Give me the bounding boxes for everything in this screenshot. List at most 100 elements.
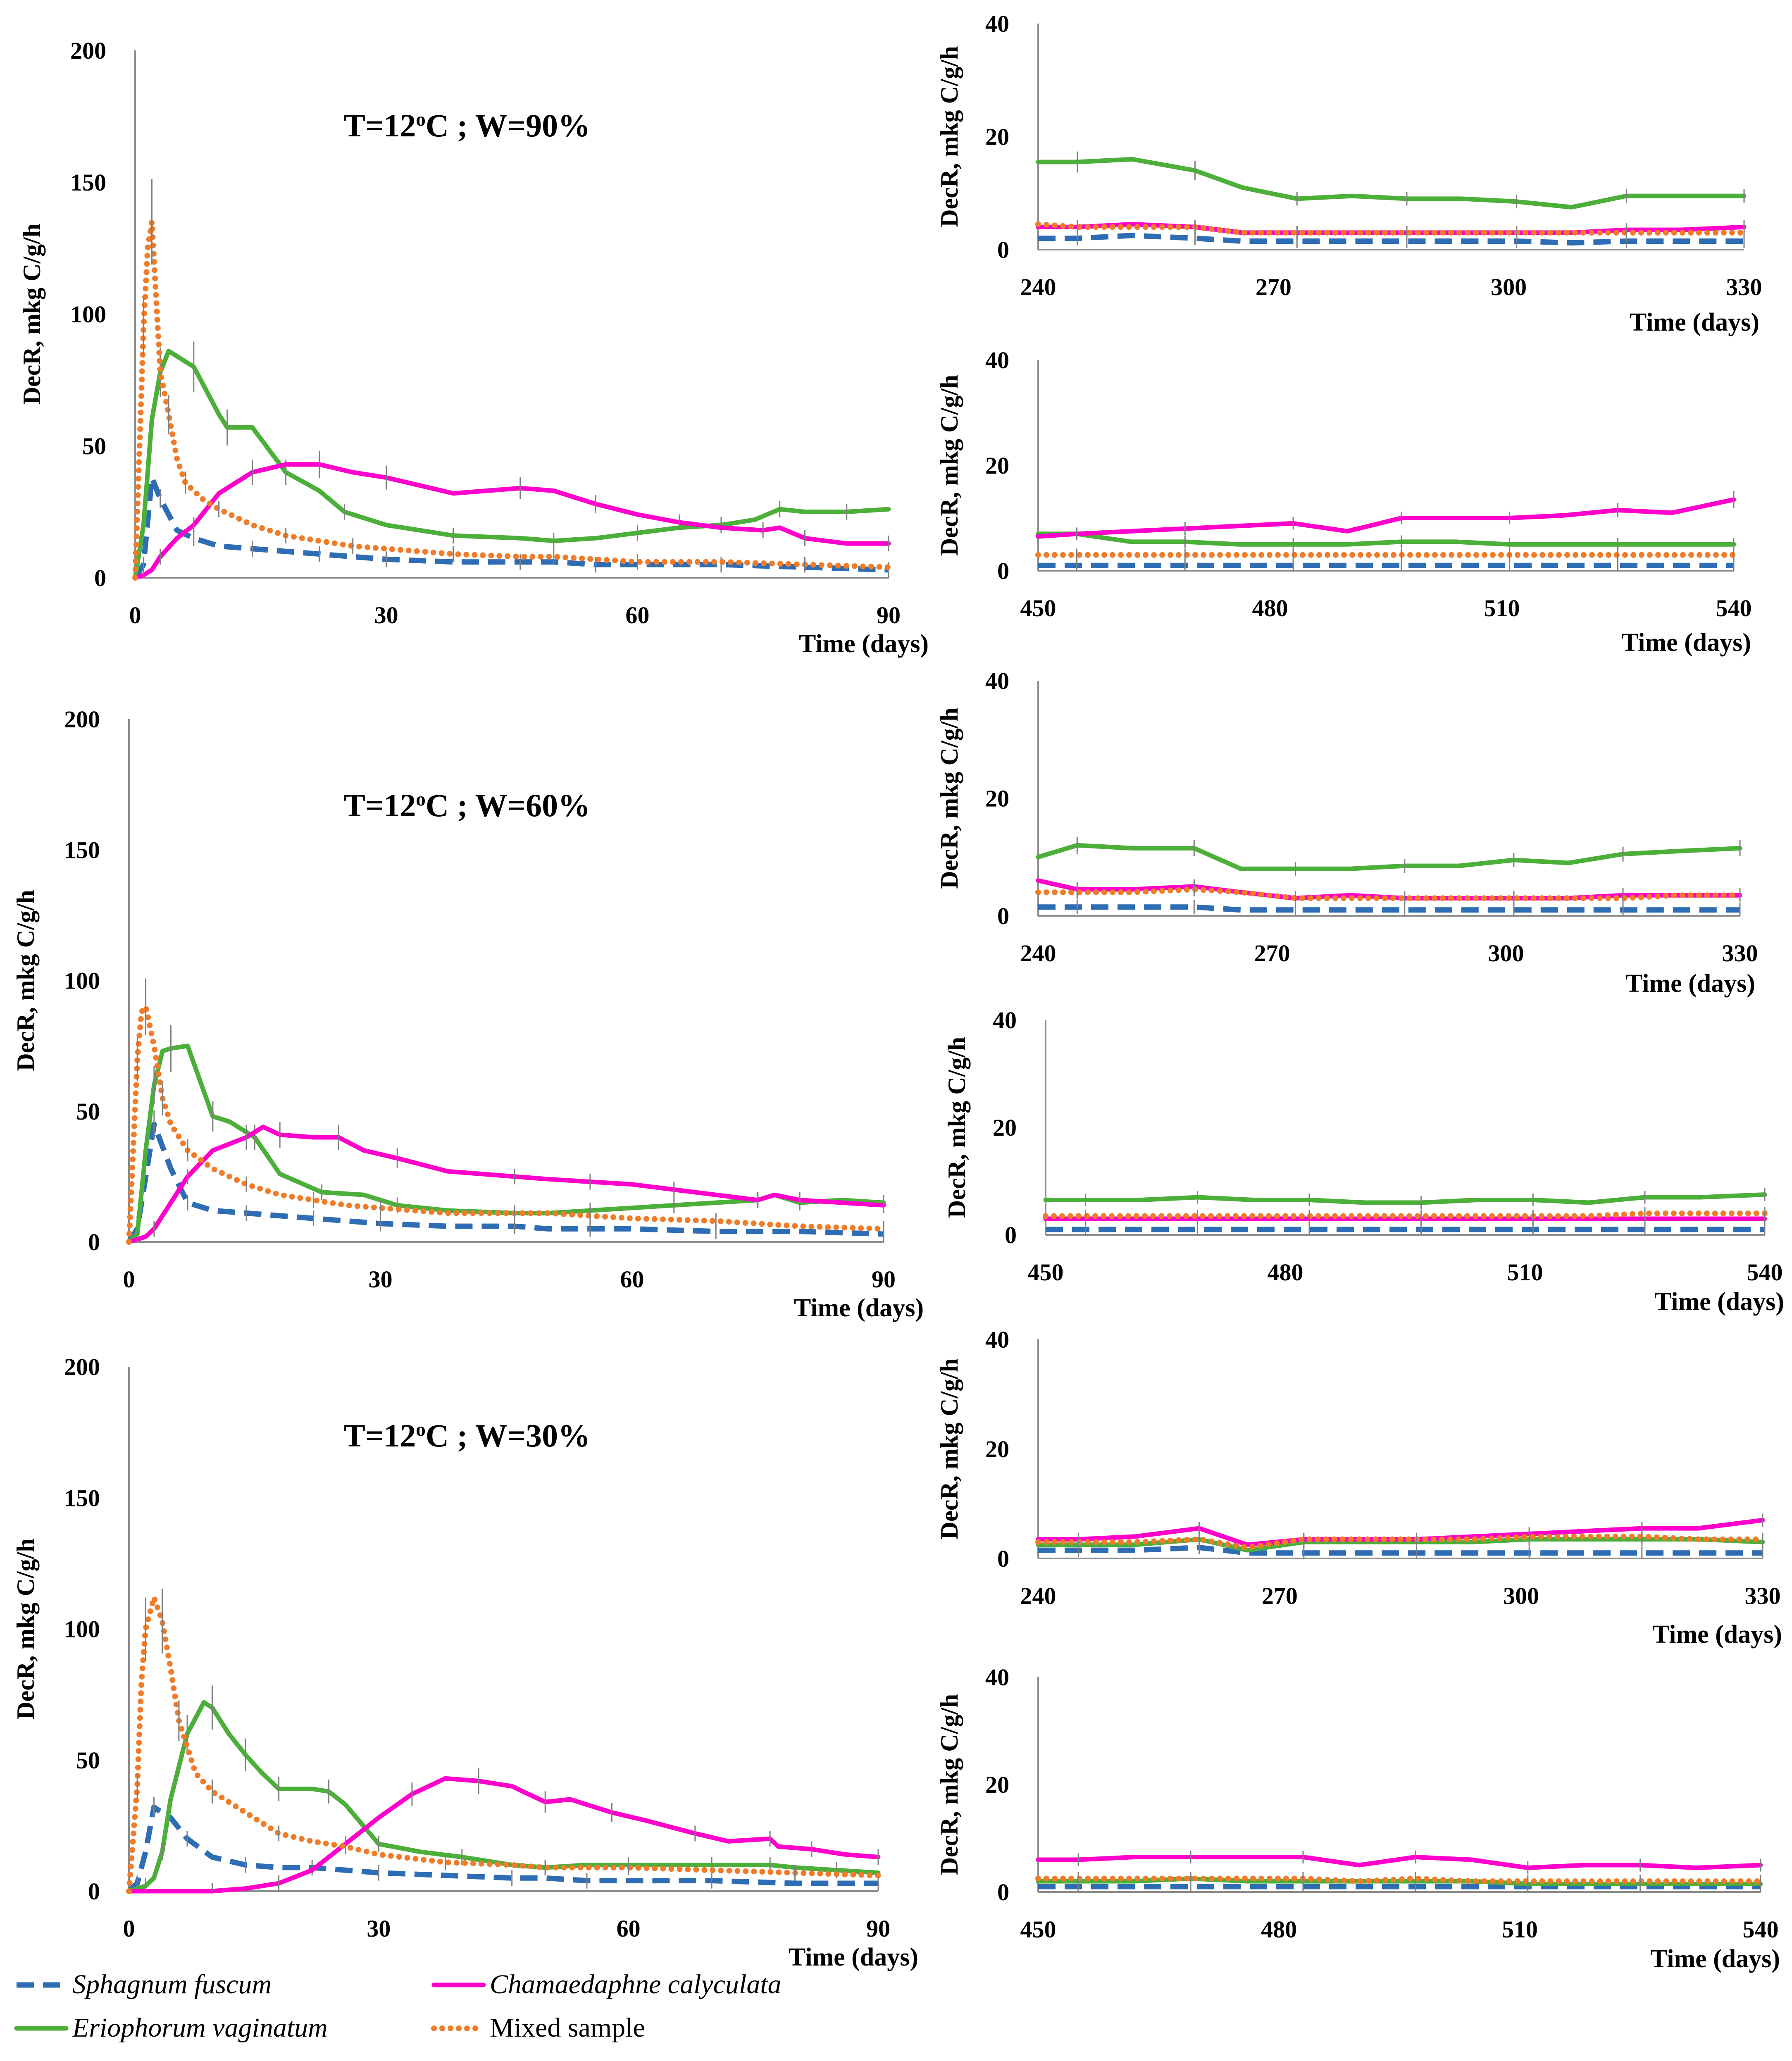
y-tick-label: 0 <box>1005 1222 1017 1249</box>
series-line-sphagnum <box>1038 233 1744 246</box>
y-tick-label: 0 <box>997 1879 1009 1906</box>
chart-R5: 0 20 40 240 270 300 330 DecR, mkg C/g/h Time (da… <box>936 1326 1782 1649</box>
y-tick-label: 20 <box>985 1436 1009 1463</box>
chart-R3: 0 20 40 240 270 300 330 DecR, mkg C/g/h Time (da… <box>936 667 1758 998</box>
x-tick-label: 240 <box>1020 940 1056 967</box>
x-tick-label: 90 <box>872 1266 896 1293</box>
y-axis-label: DecR, mkg C/g/h <box>936 46 963 227</box>
x-tick-label: 450 <box>1020 1916 1056 1943</box>
x-axis-label: Time (days) <box>1625 970 1755 998</box>
legend-item-mixed: Mixed sample <box>431 2013 645 2043</box>
y-tick-label: 150 <box>64 836 100 863</box>
series-line-chamaedaphne <box>1036 1518 1765 1547</box>
y-axis-label: DecR, mkg C/g/h <box>936 708 963 889</box>
x-tick-label: 0 <box>123 1915 135 1942</box>
x-axis-label: Time (days) <box>1621 629 1751 657</box>
chart-title: T=12oC ; W=90% <box>344 107 590 143</box>
series-line-mixed <box>1043 1210 1768 1219</box>
chart-R2: 0 20 40 450 480 510 540 DecR, mkg C/g/h Time (da… <box>936 347 1752 657</box>
series-line-mixed <box>1035 221 1747 236</box>
series-line-eriophorum <box>1036 531 1736 547</box>
x-tick-label: 480 <box>1261 1916 1297 1943</box>
chart-L3: 0 50 100 150 200 0 30 60 90 DecR, mkg C/g/h Time (… <box>12 1353 918 1971</box>
series-line-sphagnum <box>126 1121 884 1244</box>
x-tick-label: 30 <box>369 1266 393 1293</box>
series-line-eriophorum <box>1036 843 1742 871</box>
x-tick-label: 30 <box>367 1915 391 1942</box>
y-tick-label: 200 <box>64 706 100 733</box>
series-line-mixed <box>1035 1534 1766 1551</box>
y-tick-label: 50 <box>76 1747 100 1774</box>
x-axis-label: Time (days) <box>1654 1288 1784 1316</box>
series-line-mixed <box>126 1594 881 1894</box>
y-tick-label: 150 <box>64 1484 100 1511</box>
x-axis-label: Time (days) <box>789 1943 918 1971</box>
y-tick-label: 0 <box>997 1545 1009 1572</box>
y-tick-label: 50 <box>82 433 106 460</box>
y-tick-label: 40 <box>985 347 1009 374</box>
x-tick-label: 330 <box>1745 1582 1781 1609</box>
y-tick-label: 200 <box>64 1353 100 1380</box>
series-line-mixed <box>1035 886 1743 901</box>
x-tick-label: 60 <box>620 1266 644 1293</box>
series-line-sphagnum <box>1038 904 1740 913</box>
series-line-eriophorum <box>1043 1192 1767 1205</box>
y-tick-label: 100 <box>64 967 100 994</box>
x-tick-label: 0 <box>123 1266 135 1293</box>
y-tick-label: 50 <box>76 1098 100 1125</box>
series-line-eriophorum <box>133 348 891 580</box>
chart-L2: 0 50 100 150 200 0 30 60 90 DecR, mkg C/g/h Time (… <box>12 706 924 1322</box>
x-tick-label: 60 <box>625 602 649 629</box>
legend-label: Mixed sample <box>490 2013 645 2043</box>
y-axis-label: DecR, mkg C/g/h <box>936 1694 963 1875</box>
x-tick-label: 540 <box>1747 1259 1783 1286</box>
chart-title: T=12oC ; W=30% <box>344 1418 590 1453</box>
legend-item-sphagnum: Sphagnum fuscum <box>17 1969 272 1999</box>
x-tick-label: 510 <box>1484 595 1520 622</box>
x-tick-label: 30 <box>374 602 398 629</box>
series-line-chamaedaphne <box>1036 1855 1763 1870</box>
legend: Sphagnum fuscum Chamaedaphne calyculata Er… <box>14 1969 782 2043</box>
series-line-chamaedaphne <box>126 1125 886 1244</box>
x-tick-label: 270 <box>1254 940 1290 967</box>
x-tick-label: 90 <box>866 1915 890 1942</box>
series-line-eriophorum <box>1036 157 1747 210</box>
x-tick-label: 510 <box>1507 1259 1543 1286</box>
x-tick-label: 270 <box>1256 274 1292 300</box>
series-line-sphagnum <box>133 475 889 579</box>
y-tick-label: 200 <box>70 37 106 64</box>
series-line-sphagnum <box>127 1804 878 1893</box>
chart-title: T=12oC ; W=60% <box>344 787 590 823</box>
x-tick-label: 270 <box>1262 1582 1298 1609</box>
chart-R6: 0 20 40 450 480 510 540 DecR, mkg C/g/h Time (da… <box>936 1664 1780 1973</box>
y-tick-label: 20 <box>985 1771 1009 1798</box>
y-tick-label: 20 <box>993 1114 1017 1141</box>
legend-item-chamaedaphne: Chamaedaphne calyculata <box>431 1969 782 1999</box>
y-axis-label: DecR, mkg C/g/h <box>18 224 45 405</box>
x-tick-label: 90 <box>877 602 901 629</box>
series-line-sphagnum <box>1038 1545 1763 1556</box>
x-tick-label: 300 <box>1491 274 1527 300</box>
x-axis-label: Time (days) <box>1652 1620 1782 1649</box>
x-tick-label: 510 <box>1502 1916 1538 1943</box>
x-axis-label: Time (days) <box>1650 1945 1780 1973</box>
y-tick-label: 20 <box>985 452 1009 479</box>
y-axis-label: DecR, mkg C/g/h <box>12 890 39 1071</box>
series-line-chamaedaphne <box>133 462 891 580</box>
y-tick-label: 40 <box>993 1007 1017 1034</box>
chart-R4: 0 20 40 450 480 510 540 DecR, mkg C/g/h Time (da… <box>943 1007 1784 1316</box>
x-tick-label: 300 <box>1503 1582 1539 1609</box>
x-tick-label: 450 <box>1020 595 1056 622</box>
series-line-mixed <box>126 1003 886 1245</box>
series-line-chamaedaphne <box>126 1776 881 1894</box>
x-tick-label: 240 <box>1020 1582 1056 1609</box>
x-axis-label: Time (days) <box>1630 308 1759 336</box>
y-axis-label: DecR, mkg C/g/h <box>12 1538 39 1719</box>
x-tick-label: 480 <box>1268 1259 1303 1286</box>
x-axis-label: Time (days) <box>794 1294 924 1322</box>
x-tick-label: 0 <box>129 602 141 629</box>
y-tick-label: 0 <box>997 236 1009 263</box>
y-tick-label: 0 <box>997 558 1009 584</box>
x-tick-label: 330 <box>1722 940 1758 967</box>
